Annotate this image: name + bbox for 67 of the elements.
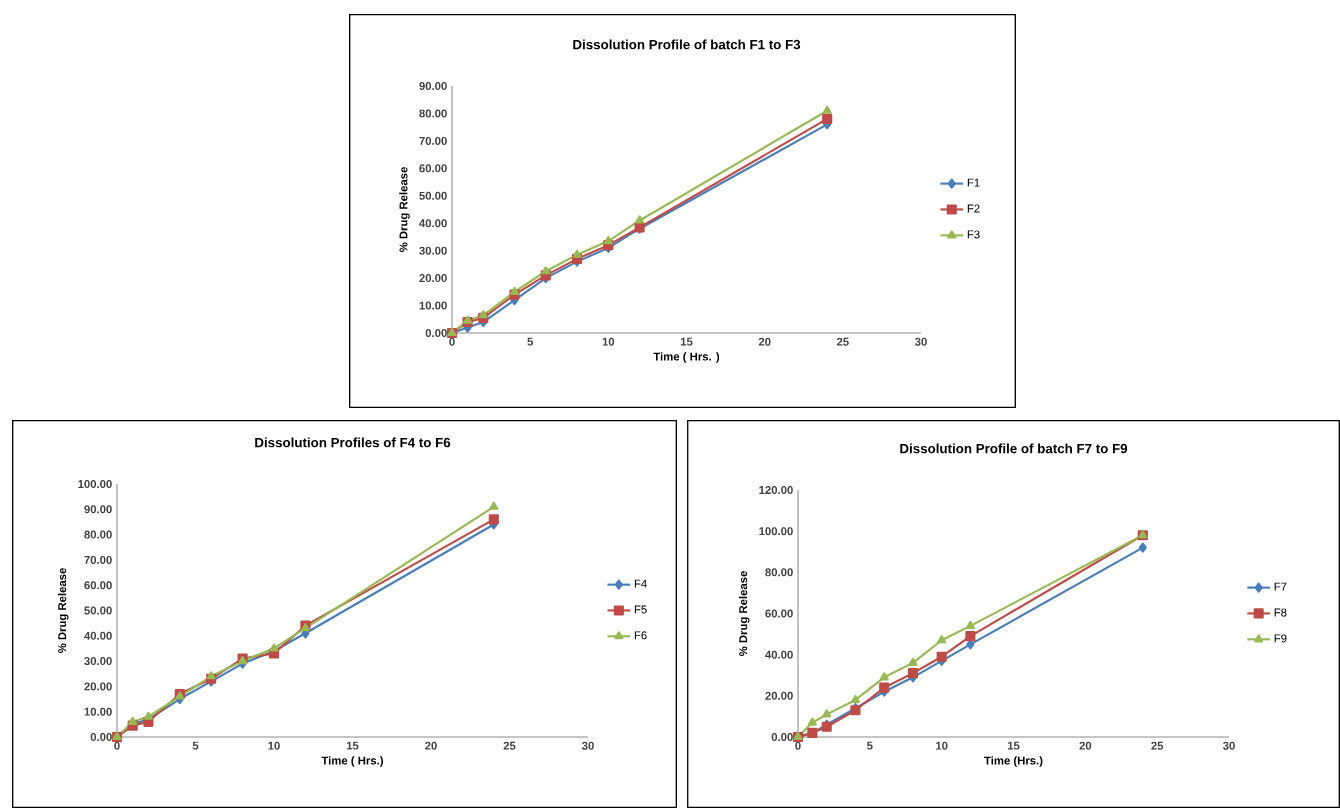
y-tick-label: 0.00 (90, 733, 112, 742)
legend-label: F6 (634, 631, 647, 640)
y-tick-label: 100.00 (78, 480, 112, 488)
x-tick-label: 30 (914, 337, 927, 346)
x-tick-label: 0 (449, 337, 455, 346)
y-tick-label: 100.00 (759, 527, 793, 536)
y-tick-label: 40.00 (419, 219, 447, 228)
y-tick-label: 90.00 (84, 505, 112, 514)
y-tick-label: 80.00 (419, 109, 447, 118)
x-tick-label: 15 (1007, 741, 1020, 750)
y-tick-label: 70.00 (84, 555, 112, 564)
x-tick-label: 15 (680, 337, 693, 346)
chart-title: Dissolution Profile of batch F7 to F9 (900, 443, 1128, 454)
y-tick-label: 60.00 (765, 609, 793, 618)
y-tick-label: 70.00 (419, 136, 447, 145)
legend-label: F1 (967, 178, 980, 187)
y-tick-label: 10.00 (84, 707, 112, 716)
x-tick-label: 15 (346, 741, 359, 750)
y-tick-label: 30.00 (419, 246, 447, 255)
y-tick-label: 120.00 (759, 485, 793, 494)
chart-title: Dissolution Profile of batch F1 to F3 (573, 39, 801, 50)
y-axis-title: % Drug Release (738, 571, 750, 657)
legend-label: F8 (1274, 608, 1287, 617)
x-tick-label: 5 (192, 741, 199, 750)
x-axis-title: Time ( Hrs.) (321, 756, 383, 767)
chart-title: Dissolution Profiles of F4 to F6 (255, 437, 451, 448)
x-tick-label: 0 (795, 741, 801, 750)
y-tick-label: 20.00 (419, 274, 447, 283)
x-tick-label: 25 (503, 741, 516, 750)
x-tick-label: 10 (602, 337, 615, 346)
y-tick-label: 60.00 (419, 164, 447, 173)
y-axis-title: % Drug Release (399, 167, 410, 253)
y-tick-label: 60.00 (84, 581, 112, 590)
x-tick-label: 25 (836, 337, 849, 346)
y-tick-label: 30.00 (84, 657, 112, 666)
x-tick-label: 5 (867, 741, 873, 750)
x-tick-label: 25 (1151, 741, 1164, 750)
x-axis-title: Time (Hrs.) (984, 756, 1043, 767)
x-tick-label: 20 (758, 337, 771, 346)
legend-label: F7 (1274, 582, 1287, 591)
x-tick-label: 30 (581, 741, 594, 750)
legend-label: F3 (967, 230, 980, 239)
x-tick-label: 20 (1079, 741, 1092, 750)
legend-label: F4 (634, 579, 647, 588)
y-tick-label: 40.00 (765, 650, 793, 659)
x-tick-label: 10 (268, 741, 280, 750)
y-tick-label: 0.00 (425, 328, 447, 337)
legend-label: F9 (1274, 634, 1287, 643)
y-tick-label: 80.00 (84, 530, 112, 539)
x-tick-label: 20 (425, 741, 437, 750)
y-tick-label: 90.00 (419, 82, 447, 91)
y-tick-label: 80.00 (765, 568, 793, 577)
x-axis-title: Time ( Hrs. ) (653, 352, 720, 363)
legend-label: F2 (967, 204, 980, 213)
x-tick-label: 5 (527, 337, 533, 346)
y-tick-label: 50.00 (84, 606, 112, 615)
legend-label: F5 (634, 605, 647, 614)
y-tick-label: 10.00 (419, 301, 447, 310)
x-tick-label: 30 (1222, 741, 1235, 750)
x-tick-label: 0 (114, 741, 120, 750)
x-tick-label: 10 (936, 741, 948, 750)
y-axis-title: % Drug Release (57, 568, 69, 654)
y-tick-label: 40.00 (84, 631, 112, 640)
y-tick-label: 0.00 (771, 733, 793, 742)
y-tick-label: 20.00 (84, 682, 112, 691)
y-tick-label: 20.00 (765, 691, 793, 700)
y-tick-label: 50.00 (419, 191, 447, 200)
